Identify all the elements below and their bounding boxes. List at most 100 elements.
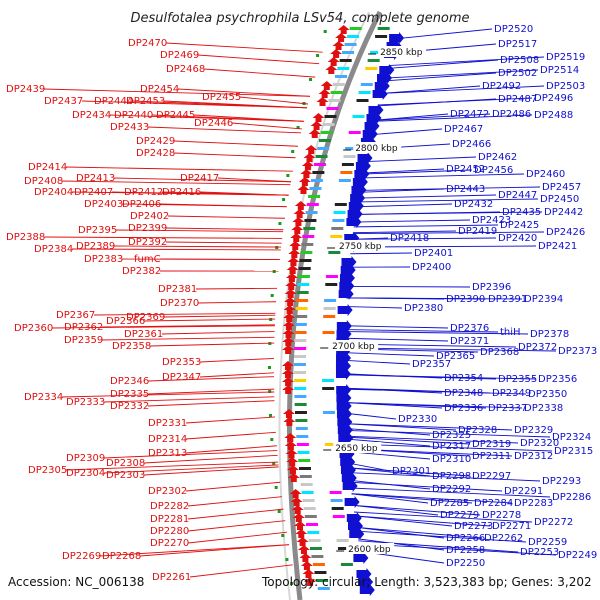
gene-label[interactable]: DP2291 [504,486,543,497]
gene-label[interactable]: DP2268 [102,551,141,562]
gene-label[interactable]: DP2439 [6,84,45,95]
gene-label[interactable]: DP2301 [392,466,431,477]
gene-label[interactable]: DP2358 [112,341,151,352]
gene-label[interactable]: DP2462 [478,152,517,163]
gene-label[interactable]: DP2457 [542,182,581,193]
gene-label[interactable]: DP2399 [128,223,167,234]
gene-label[interactable]: DP2469 [160,50,199,61]
gene-label[interactable]: DP2487 [498,94,537,105]
gene-label[interactable]: DP2452 [446,164,485,175]
gene-label[interactable]: DP2407 [74,187,113,198]
gene-label[interactable]: DP2437 [44,96,83,107]
gene-label[interactable]: DP2365 [436,351,475,362]
gene-label[interactable]: DP2359 [64,335,103,346]
gene-label[interactable]: DP2349 [492,388,531,399]
gene-label[interactable]: DP2414 [28,162,67,173]
gene-label[interactable]: DP2354 [444,373,483,384]
gene-label[interactable]: DP2381 [158,284,197,295]
gene-label[interactable]: DP2261 [152,572,191,583]
gene-label[interactable]: DP2466 [452,139,491,150]
gene-label[interactable]: DP2361 [124,329,163,340]
gene-label[interactable]: DP2402 [130,211,169,222]
gene-label[interactable]: DP2401 [414,248,453,259]
gene-label[interactable]: DP2470 [128,38,167,49]
gene-label[interactable]: DP2325 [432,430,471,441]
gene-label[interactable]: DP2362 [64,322,103,333]
gene-label[interactable]: DP2423 [472,215,511,226]
gene-label[interactable]: DP2303 [106,470,145,481]
gene-label[interactable]: DP2369 [126,312,165,323]
gene-label[interactable]: DP2492 [482,81,521,92]
gene-label[interactable]: DP2337 [488,403,527,414]
gene-label[interactable]: DP2445 [156,110,195,121]
gene-label[interactable]: DP2346 [110,376,149,387]
gene-label[interactable]: DP2269 [62,551,101,562]
gene-label[interactable]: DP2416 [162,187,201,198]
gene-label[interactable]: DP2467 [444,124,483,135]
gene-label[interactable]: DP2394 [524,294,563,305]
gene-label[interactable]: DP2440 [114,110,153,121]
gene-label[interactable]: DP2508 [500,55,539,66]
gene-label[interactable]: DP2472 [450,109,489,120]
gene-label[interactable]: DP2333 [66,397,105,408]
gene-label[interactable]: DP2403 [84,199,123,210]
gene-label[interactable]: DP2367 [56,310,95,321]
gene-label[interactable]: DP2270 [150,538,189,549]
gene-label[interactable]: DP2317 [432,441,471,452]
gene-label[interactable]: DP2382 [122,266,161,277]
gene-label[interactable]: thiH [500,327,521,338]
gene-label[interactable]: DP2446 [194,118,233,129]
gene-label[interactable]: DP2519 [546,52,585,63]
gene-label[interactable]: DP2503 [546,81,585,92]
gene-label[interactable]: DP2380 [404,303,443,314]
gene-label[interactable]: DP2413 [76,173,115,184]
gene-label[interactable]: DP2281 [150,514,189,525]
gene-label[interactable]: DP2332 [110,401,149,412]
gene-label[interactable]: DP2338 [524,403,563,414]
gene-label[interactable]: DP2356 [538,374,577,385]
gene-label[interactable]: DP2310 [432,454,471,465]
gene-label[interactable]: DP2335 [110,389,149,400]
gene-label[interactable]: DP2488 [534,110,573,121]
gene-label[interactable]: DP2443 [446,184,485,195]
gene-label[interactable]: DP2280 [150,526,189,537]
gene-label[interactable]: DP2520 [494,24,533,35]
gene-label[interactable]: DP2453 [126,96,165,107]
gene-label[interactable]: DP2383 [84,254,123,265]
gene-label[interactable]: DP2496 [534,93,573,104]
gene-label[interactable]: DP2309 [66,453,105,464]
gene-label[interactable]: DP2285 [430,498,469,509]
gene-label[interactable]: DP2284 [474,498,513,509]
gene-label[interactable]: DP2391 [488,294,527,305]
gene-label[interactable]: DP2355 [498,374,537,385]
gene-label[interactable]: DP2283 [514,498,553,509]
gene-label[interactable]: DP2517 [498,39,537,50]
gene-label[interactable]: DP2271 [492,521,531,532]
gene-label[interactable]: DP2258 [446,545,485,556]
gene-label[interactable]: DP2371 [450,336,489,347]
gene-label[interactable]: DP2328 [458,425,497,436]
gene-label[interactable]: DP2250 [446,558,485,569]
gene-label[interactable]: DP2447 [498,190,537,201]
gene-label[interactable]: DP2370 [160,298,199,309]
gene-label[interactable]: DP2350 [528,389,567,400]
gene-label[interactable]: DP2392 [128,237,167,248]
gene-label[interactable]: DP2308 [106,458,145,469]
gene-label[interactable]: DP2292 [432,484,471,495]
gene-label[interactable]: DP2278 [482,510,521,521]
gene-label[interactable]: DP2313 [148,448,187,459]
gene-label[interactable]: DP2353 [162,357,201,368]
gene-label[interactable]: DP2389 [76,241,115,252]
gene-label[interactable]: DP2378 [530,329,569,340]
gene-label[interactable]: DP2419 [458,226,497,237]
gene-label[interactable]: DP2388 [6,232,45,243]
gene-label[interactable]: DP2428 [136,148,175,159]
gene-label[interactable]: DP2273 [454,521,493,532]
gene-label[interactable]: DP2417 [180,173,219,184]
gene-label[interactable]: DP2412 [124,187,163,198]
gene-label[interactable]: DP2442 [544,207,583,218]
gene-label[interactable]: DP2444 [94,96,133,107]
gene-label[interactable]: DP2373 [558,346,597,357]
gene-label[interactable]: DP2347 [162,372,201,383]
gene-label[interactable]: DP2425 [500,220,539,231]
